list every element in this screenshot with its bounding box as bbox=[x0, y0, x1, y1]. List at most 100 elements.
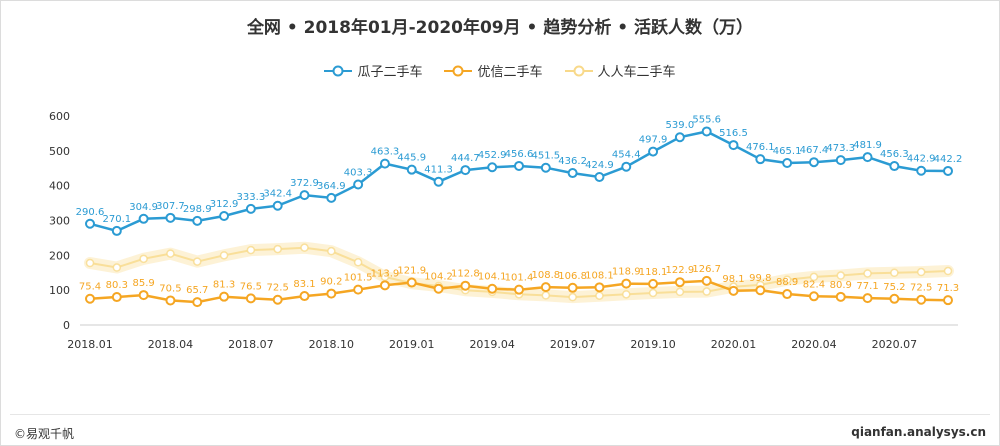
data-label: 112.8 bbox=[451, 269, 480, 280]
data-label: 76.5 bbox=[240, 281, 262, 292]
data-point bbox=[622, 290, 631, 299]
data-point bbox=[943, 266, 953, 276]
data-point bbox=[326, 192, 337, 203]
legend-item-guazi[interactable]: 瓜子二手车 bbox=[324, 61, 422, 80]
data-label: 83.1 bbox=[293, 279, 315, 290]
data-label: 555.6 bbox=[692, 114, 721, 125]
legend-label-guazi: 瓜子二手车 bbox=[357, 65, 423, 80]
data-label: 65.7 bbox=[186, 285, 208, 296]
data-point bbox=[595, 291, 604, 300]
data-label: 99.8 bbox=[749, 273, 771, 284]
data-point bbox=[648, 288, 658, 298]
data-label: 342.4 bbox=[263, 189, 292, 200]
data-point bbox=[111, 225, 122, 236]
site-label: qianfan.analysys.cn bbox=[851, 425, 986, 439]
data-point bbox=[648, 146, 659, 157]
data-label: 451.5 bbox=[531, 151, 560, 162]
data-label: 72.5 bbox=[910, 283, 932, 294]
data-label: 104.2 bbox=[424, 272, 453, 283]
legend-line-circle-icon bbox=[564, 65, 593, 76]
data-label: 70.5 bbox=[159, 283, 181, 294]
data-point bbox=[245, 293, 256, 304]
data-label: 454.4 bbox=[612, 150, 641, 161]
data-point bbox=[701, 275, 712, 286]
legend-item-renren[interactable]: 人人车二手车 bbox=[564, 61, 676, 80]
x-tick-label: 2020.07 bbox=[872, 338, 918, 351]
data-point bbox=[943, 295, 953, 306]
data-point bbox=[299, 291, 310, 302]
legend-label-renren: 人人车二手车 bbox=[597, 65, 676, 80]
data-label: 307.7 bbox=[156, 201, 185, 212]
data-point bbox=[139, 254, 148, 264]
x-tick-label: 2019.04 bbox=[469, 338, 515, 351]
data-label: 82.4 bbox=[803, 279, 825, 290]
data-point bbox=[514, 284, 524, 295]
data-label: 364.9 bbox=[317, 181, 346, 192]
data-point bbox=[272, 200, 283, 211]
data-label: 121.9 bbox=[397, 266, 426, 277]
data-label: 90.2 bbox=[320, 277, 342, 288]
data-label: 126.7 bbox=[692, 264, 721, 275]
data-label: 270.1 bbox=[102, 214, 131, 225]
data-point bbox=[594, 171, 605, 182]
data-label: 113.9 bbox=[371, 268, 400, 279]
data-point bbox=[755, 154, 766, 165]
x-tick-label: 2020.01 bbox=[711, 338, 757, 351]
data-point bbox=[621, 278, 632, 289]
data-point bbox=[674, 132, 685, 143]
data-label: 312.9 bbox=[210, 199, 239, 210]
data-point bbox=[889, 161, 900, 172]
y-tick-label: 0 bbox=[63, 319, 70, 332]
data-point bbox=[460, 280, 471, 291]
data-label: 476.1 bbox=[746, 142, 775, 153]
data-point bbox=[166, 249, 175, 258]
data-label: 118.1 bbox=[639, 267, 668, 278]
data-point bbox=[138, 290, 149, 301]
data-label: 442.9 bbox=[907, 154, 936, 165]
data-label: 372.9 bbox=[290, 178, 319, 189]
data-point bbox=[916, 165, 927, 176]
data-label: 456.3 bbox=[880, 149, 909, 160]
data-point bbox=[245, 203, 256, 214]
x-tick-label: 2018.10 bbox=[309, 338, 355, 351]
data-label: 106.8 bbox=[558, 271, 587, 282]
data-point bbox=[353, 179, 364, 190]
legend: 瓜子二手车 优信二手车 人人车二手车 bbox=[0, 61, 1000, 80]
legend-item-youxin[interactable]: 优信二手车 bbox=[444, 61, 543, 80]
data-label: 88.9 bbox=[776, 277, 798, 288]
data-point bbox=[809, 272, 819, 282]
data-point bbox=[755, 285, 766, 296]
data-point bbox=[541, 291, 551, 300]
data-point bbox=[675, 287, 685, 297]
data-label: 411.3 bbox=[424, 165, 453, 176]
data-label: 75.4 bbox=[79, 282, 101, 293]
data-label: 81.3 bbox=[213, 280, 235, 291]
data-label: 80.9 bbox=[830, 280, 852, 291]
data-label: 473.3 bbox=[826, 143, 855, 154]
legend-line-circle-icon bbox=[444, 65, 473, 76]
data-label: 333.3 bbox=[237, 192, 266, 203]
data-point bbox=[219, 291, 230, 302]
data-label: 445.9 bbox=[397, 153, 426, 164]
data-point bbox=[540, 282, 551, 293]
data-point bbox=[85, 293, 95, 304]
x-tick-label: 2018.01 bbox=[67, 338, 113, 351]
data-point bbox=[701, 126, 712, 137]
x-tick-label: 2020.04 bbox=[791, 338, 837, 351]
data-point bbox=[433, 283, 444, 294]
data-label: 436.2 bbox=[558, 156, 587, 167]
data-label: 442.2 bbox=[934, 154, 963, 165]
data-point bbox=[862, 152, 873, 163]
data-point bbox=[327, 246, 336, 256]
data-point bbox=[326, 288, 337, 299]
data-point bbox=[890, 268, 899, 277]
chart-title: 全网 • 2018年01月-2020年09月 • 趋势分析 • 活跃人数（万） bbox=[246, 18, 754, 38]
data-point bbox=[165, 212, 176, 223]
data-point bbox=[433, 176, 444, 187]
data-point bbox=[165, 295, 176, 306]
x-tick-label: 2018.07 bbox=[228, 338, 274, 351]
data-label: 77.1 bbox=[856, 281, 878, 292]
legend-label-youxin: 优信二手车 bbox=[477, 65, 543, 80]
data-point bbox=[379, 158, 390, 169]
